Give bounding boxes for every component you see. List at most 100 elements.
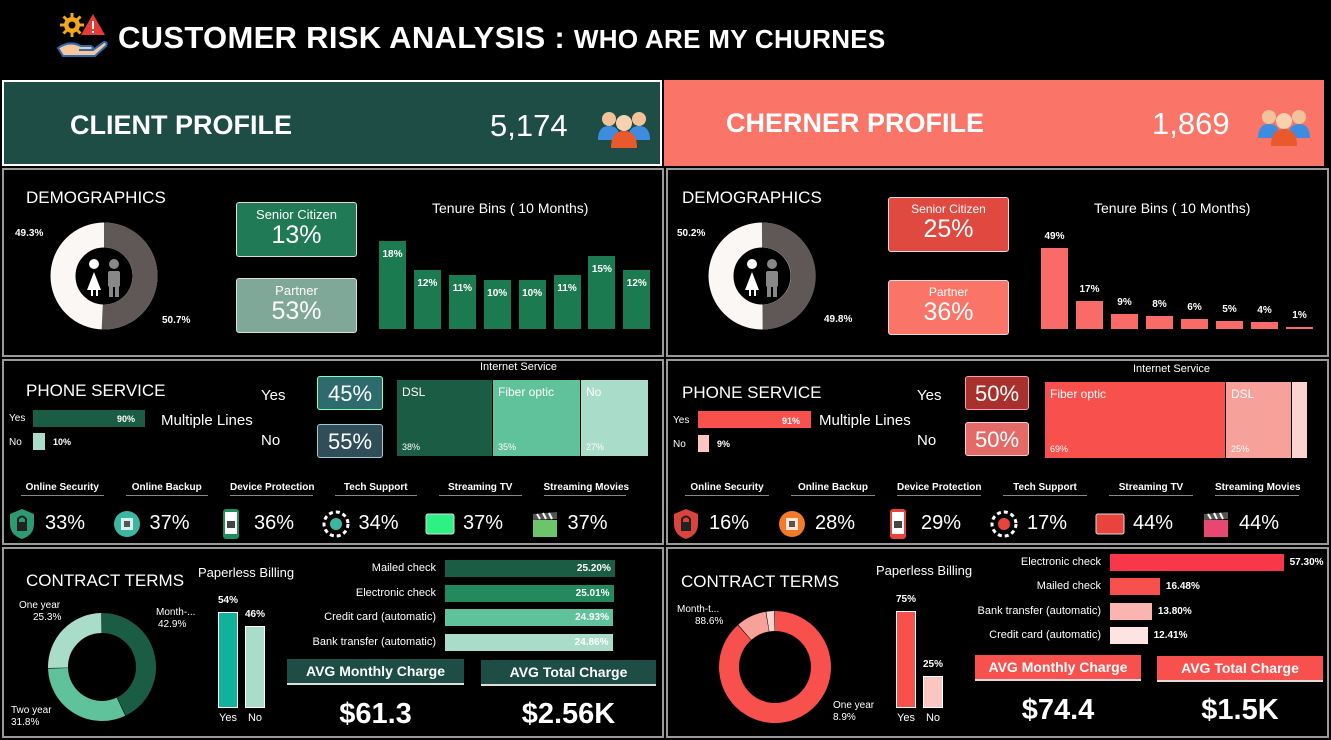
- tenure-bar: [553, 275, 581, 329]
- client-internet-title: Internet Service: [480, 361, 558, 373]
- multi-yes-bar: [33, 410, 145, 427]
- contract-slice-label: One year 25.3%: [19, 600, 62, 623]
- service-label: Online Backup: [791, 482, 875, 496]
- tenure-bar: [1146, 315, 1173, 329]
- payment-bar: [1110, 578, 1160, 596]
- client-internet-treemap: DSL 38% Fiber optic 35% No 27%: [397, 380, 649, 456]
- tenure-bar: [623, 270, 651, 329]
- tenure-bar-label: 1%: [1292, 310, 1307, 321]
- service-label: Online Security: [21, 482, 104, 496]
- tenure-bar: [448, 275, 476, 329]
- service-pct: 33%: [45, 512, 86, 534]
- tenure-bar: [379, 241, 406, 329]
- payment-pct: 57.30%: [1289, 557, 1324, 568]
- churner-contract-donut: [719, 611, 831, 723]
- multi-no-label: No: [673, 439, 686, 450]
- churner-gender-donut: [708, 222, 816, 330]
- internet-tile-pct: 27%: [586, 442, 605, 452]
- contract-slice: [719, 611, 831, 723]
- tenure-bar-label: 10%: [522, 288, 543, 300]
- avg-total-value: $1.5K: [1201, 694, 1279, 726]
- churner-tenure-title: Tenure Bins ( 10 Months): [1094, 200, 1251, 216]
- payment-pct: 25.20%: [576, 563, 611, 574]
- avg-monthly-value: $74.4: [1021, 694, 1095, 726]
- payment-bar: [445, 560, 615, 577]
- service-label: Online Backup: [125, 482, 208, 496]
- tenure-bar-label: 11%: [452, 283, 473, 295]
- payment-label: Bank transfer (automatic): [312, 635, 437, 648]
- tenure-bar-label: 8%: [1152, 298, 1167, 310]
- internet-tile-pct: 69%: [1050, 444, 1069, 454]
- service-pct: 44%: [1133, 512, 1174, 534]
- client-tenure-title: Tenure Bins ( 10 Months): [432, 200, 589, 216]
- internet-tile: [1292, 382, 1307, 458]
- tenure-bar: [483, 280, 511, 329]
- service-pct: 29%: [921, 512, 962, 534]
- kpi-value: 45%: [327, 381, 373, 406]
- multi-no-pct: 10%: [53, 437, 72, 447]
- payment-label: Mailed check: [1036, 580, 1101, 593]
- shield-lock-icon: [10, 509, 34, 539]
- tv-icon: [425, 513, 455, 535]
- churner-profile-banner: CHERNER PROFILE 1,869: [664, 80, 1324, 166]
- service-pct: 17%: [1027, 512, 1068, 534]
- kpi-value: 50%: [974, 381, 1020, 406]
- multi-yes-bar: [698, 411, 811, 428]
- payment-bar: [1110, 602, 1152, 620]
- multi-yes-pct: 90%: [117, 414, 136, 424]
- service-pct: 36%: [254, 512, 295, 534]
- payment-label: Mailed check: [371, 562, 436, 574]
- paperless-label: No: [925, 712, 941, 724]
- churner-profile-label: CHERNER PROFILE: [726, 108, 985, 138]
- paperless-pct: 75%: [895, 594, 916, 605]
- multi-no-bar: [698, 435, 709, 452]
- internet-tile: Fiber optic 35%: [493, 380, 580, 456]
- payment-pct: 16.48%: [1165, 581, 1200, 593]
- tenure-bar-label: 10%: [487, 288, 508, 300]
- support-gear-icon: [322, 510, 349, 538]
- hand-gear-alert-icon: [56, 13, 108, 57]
- kpi-value: 50%: [974, 427, 1020, 452]
- tenure-bar-label: 4%: [1257, 305, 1272, 317]
- phone-no-label: No: [261, 432, 281, 449]
- internet-tile: No 27%: [581, 380, 648, 456]
- churner-contract-title: CONTRACT TERMS: [681, 572, 840, 591]
- tenure-bar-label: 17%: [1079, 283, 1100, 295]
- kpi-value: 13%: [271, 221, 322, 249]
- kpi-label: Partner: [928, 285, 969, 299]
- kpi-value: 55%: [327, 429, 373, 454]
- avg-total-value: $2.56K: [521, 698, 616, 730]
- tenure-bar: [518, 280, 546, 329]
- payment-bar: [445, 633, 613, 651]
- phone-yes-label: Yes: [917, 387, 942, 404]
- payment-pct: 13.80%: [1157, 605, 1192, 617]
- paperless-label: No: [247, 712, 263, 724]
- multi-lines-label: Multiple Lines: [819, 412, 911, 429]
- payment-bar: [1110, 554, 1284, 571]
- internet-tile-label: No: [586, 385, 602, 399]
- page-title: CUSTOMER RISK ANALYSIS : WHO ARE MY CHUR…: [118, 20, 886, 55]
- service-label: Streaming Movies: [1215, 482, 1301, 496]
- payment-label: Electronic check: [355, 586, 436, 599]
- paperless-bar: [923, 675, 943, 708]
- service-pct: 16%: [709, 512, 750, 534]
- phone-lock-icon: [223, 509, 239, 539]
- tenure-bar-label: 49%: [1044, 231, 1065, 242]
- service-pct: 37%: [463, 512, 504, 534]
- churner-phone-title: PHONE SERVICE: [682, 383, 822, 402]
- gender-pct-right: 49.8%: [824, 314, 853, 325]
- client-contract-donut: [48, 613, 156, 721]
- payment-label: Credit card (automatic): [324, 611, 436, 623]
- people-group-icon: [598, 112, 650, 148]
- client-phone-title: PHONE SERVICE: [26, 381, 166, 400]
- tenure-bar-label: 18%: [382, 249, 403, 260]
- client-profile-label: CLIENT PROFILE: [70, 110, 292, 140]
- churner-phone-panel: [666, 359, 1329, 545]
- service-pct: 37%: [149, 512, 190, 534]
- service-label: Tech Support: [1003, 482, 1087, 496]
- churner-senior-kpi: Senior Citizen 25%: [888, 197, 1009, 252]
- service-label: Online Security: [685, 482, 769, 496]
- paperless-label: Yes: [897, 712, 915, 724]
- client-partner-kpi: Partner 53%: [236, 278, 357, 333]
